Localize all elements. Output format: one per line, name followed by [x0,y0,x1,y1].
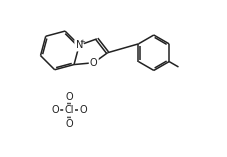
Text: O: O [65,92,73,102]
Text: Cl: Cl [64,106,74,115]
Text: O: O [65,119,73,129]
Text: O: O [89,58,97,68]
Text: O: O [51,106,59,115]
Text: N: N [75,40,83,50]
Text: O: O [79,106,86,115]
Text: +: + [79,39,85,45]
